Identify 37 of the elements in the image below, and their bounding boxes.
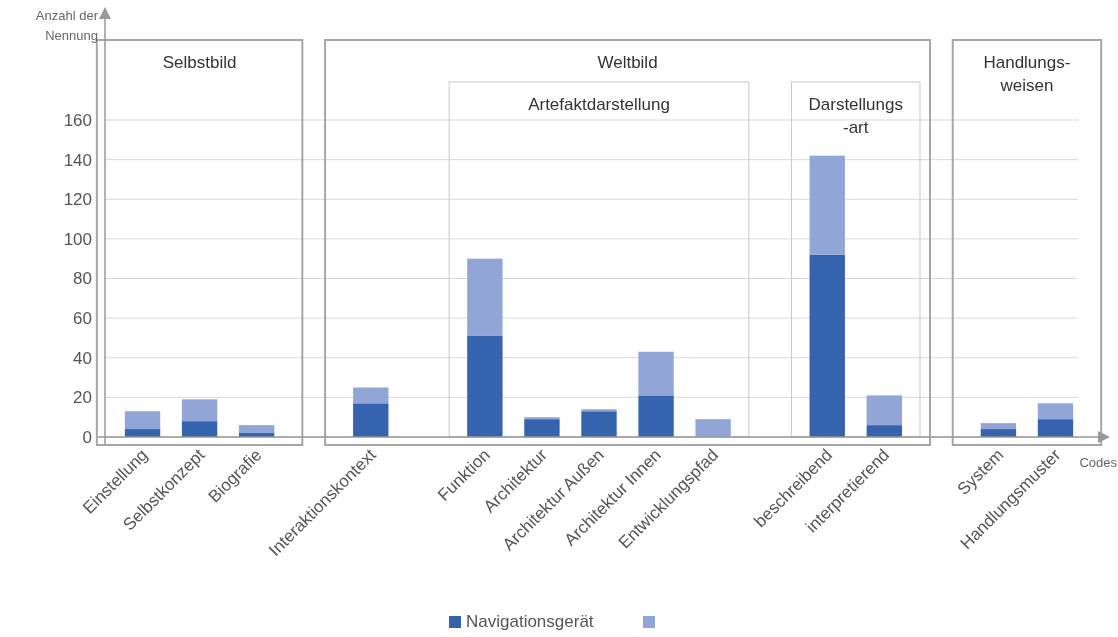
bar [638,351,674,396]
bar [866,395,902,426]
annotation: Artefaktdarstellung [528,95,670,114]
annotation: Selbstbild [162,53,237,72]
y-tick-label: 20 [73,388,92,408]
annotation: Handlungs- weisen [983,53,1071,95]
bar [809,254,845,437]
bar [181,399,218,422]
bar [980,423,1017,430]
bar [353,403,389,437]
bar [181,421,218,437]
y-tick-label: 0 [82,427,92,447]
bar [238,425,275,434]
bar [695,419,731,437]
annotation: Darstellungs -art [808,95,904,137]
bar [809,155,845,255]
y-tick-label: 160 [63,110,92,130]
bar [467,335,503,437]
bar [524,419,560,437]
bar [581,411,617,437]
bar [1037,419,1074,437]
y-tick-label: 80 [73,269,92,289]
x-axis-title: Codes [1079,455,1118,470]
y-tick-label: 100 [63,229,92,249]
y-tick-label: 40 [73,348,92,368]
bar [467,258,503,336]
bar [353,387,389,404]
y-tick-label: 140 [63,150,92,170]
legend-label: Navigationsgerät [466,612,594,631]
y-axis-title: Anzahl der Nennung [35,8,99,43]
bar [1037,403,1074,420]
annotation: Weltbild [597,53,658,72]
y-tick-label: 120 [63,190,92,210]
bar [124,411,161,430]
bar [866,425,902,437]
y-tick-label: 60 [73,309,92,329]
bar [638,395,674,437]
